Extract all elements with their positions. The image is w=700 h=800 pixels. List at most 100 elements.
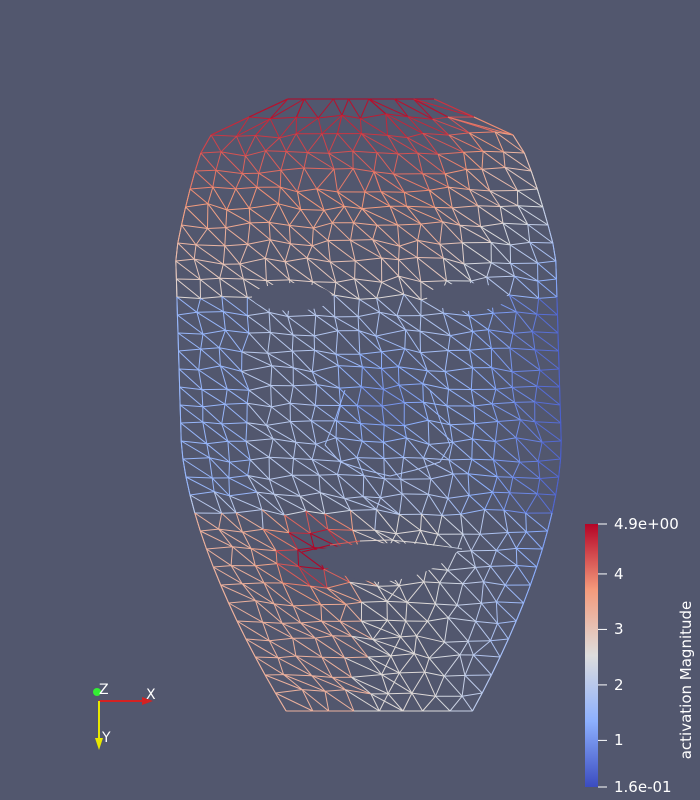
mesh-edge: [269, 98, 289, 120]
mesh-edge: [335, 353, 363, 368]
mesh-edge: [491, 389, 497, 405]
mesh-edge: [185, 188, 191, 208]
mesh-edge: [324, 509, 351, 515]
mesh-edge: [396, 315, 421, 332]
mesh-edge: [189, 188, 209, 205]
mesh-edge: [349, 581, 388, 602]
mesh-edge: [181, 224, 208, 229]
mesh-edge: [300, 622, 316, 639]
mesh-edge: [547, 512, 553, 532]
mesh-edge: [229, 461, 248, 476]
mesh-edge: [182, 457, 210, 460]
mesh-edge: [388, 692, 412, 695]
mesh-edge: [376, 224, 400, 247]
mesh-edge: [361, 366, 384, 390]
mesh-edge: [375, 335, 383, 352]
mesh-edge: [355, 257, 382, 262]
mesh-edge: [225, 227, 249, 245]
mesh-edge: [377, 585, 400, 587]
mesh-edge: [529, 566, 538, 586]
mesh-edge: [279, 186, 302, 210]
mesh-edge: [321, 656, 352, 678]
mesh-edge: [420, 299, 444, 314]
mesh-edge: [269, 98, 305, 120]
mesh-edge: [474, 421, 498, 425]
mesh-edge: [321, 133, 330, 154]
mesh-edge: [432, 118, 450, 136]
mesh-edge: [481, 602, 498, 624]
mesh-edge: [229, 491, 257, 497]
mesh-edge: [555, 476, 560, 496]
mesh-edge: [230, 565, 243, 584]
mesh-edge: [255, 600, 283, 624]
mesh-edge: [247, 243, 266, 259]
mesh-edge: [223, 263, 244, 280]
mesh-edge: [263, 582, 275, 605]
mesh-edge: [256, 186, 279, 205]
mesh-edge: [457, 602, 482, 606]
mesh-edge: [442, 258, 447, 281]
mesh-edge: [291, 350, 313, 373]
mesh-edge: [468, 132, 504, 153]
mesh-edge: [470, 550, 476, 568]
mesh-edge: [242, 531, 277, 552]
mesh-edge: [269, 640, 297, 657]
mesh-edge: [290, 243, 313, 247]
mesh-edge: [236, 620, 270, 642]
mesh-edge: [264, 258, 267, 281]
mesh-edge: [301, 689, 330, 712]
mesh-edge: [462, 533, 472, 552]
mesh-edge: [295, 655, 322, 658]
mesh-edge: [532, 331, 559, 334]
mesh-edge: [293, 458, 313, 460]
mesh-edge: [219, 277, 248, 298]
mesh-edge: [405, 329, 421, 332]
mesh-edge: [215, 151, 222, 171]
mesh-edge: [444, 168, 467, 175]
mesh-edge: [439, 244, 444, 259]
mesh-edge: [500, 205, 518, 207]
mesh-edge: [193, 258, 221, 279]
mesh-edge: [413, 653, 426, 673]
mesh-edge: [420, 352, 446, 372]
mesh-edge: [459, 224, 492, 243]
mesh-edge: [215, 169, 243, 175]
mesh-edge: [196, 311, 224, 313]
mesh-edge: [351, 674, 382, 678]
mesh-edge: [247, 475, 275, 495]
mesh-edge: [247, 311, 270, 317]
mesh-edge: [261, 509, 285, 516]
mesh-edge: [523, 152, 532, 172]
mesh-edge: [517, 190, 544, 208]
mesh-edge: [446, 405, 476, 425]
mesh-edge: [390, 655, 400, 674]
mesh-edge: [329, 261, 337, 283]
mesh-edge: [420, 221, 443, 225]
mesh-edge: [361, 133, 388, 136]
mesh-edge: [314, 637, 345, 659]
mesh-edge: [180, 404, 203, 408]
mesh-edge: [317, 117, 323, 134]
mesh-edge: [241, 583, 256, 601]
mesh-edge: [222, 311, 250, 334]
mesh-edge: [435, 603, 449, 619]
mesh-edge: [200, 348, 221, 367]
mesh-edge: [527, 224, 531, 243]
mesh-edge: [219, 277, 244, 280]
mesh-edge: [364, 171, 375, 193]
mesh-edge: [413, 635, 417, 654]
mesh-edge: [246, 422, 267, 426]
mesh-edge: [241, 370, 271, 386]
mesh-edge: [461, 695, 473, 712]
mesh-edge: [387, 134, 408, 139]
mesh-edge: [295, 98, 305, 118]
mesh-edge: [200, 296, 222, 299]
mesh-edge: [442, 221, 463, 244]
mesh-edge: [372, 225, 378, 240]
mesh-edge: [389, 469, 416, 477]
mesh-edge: [449, 423, 475, 426]
mesh-edge: [323, 209, 333, 224]
mesh-edge: [428, 190, 436, 208]
